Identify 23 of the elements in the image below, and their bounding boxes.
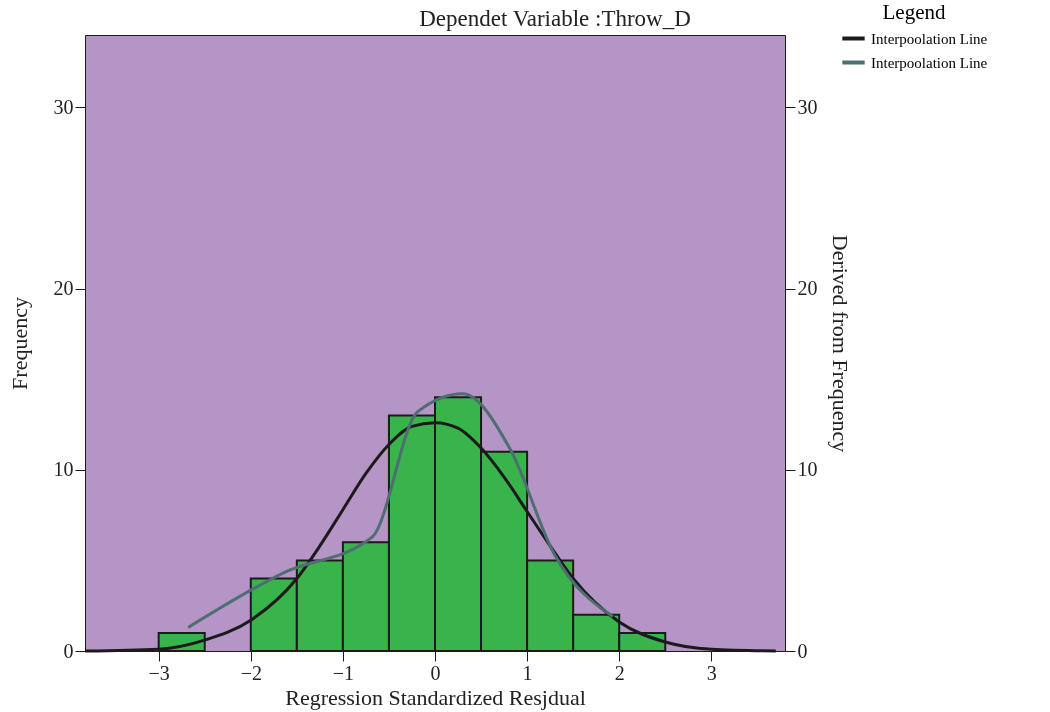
y2-tick-label: 30 (797, 95, 818, 118)
x-tick-label: −1 (332, 661, 355, 684)
y-tick-label: 10 (53, 458, 74, 481)
legend-label: Interpoolation Line (871, 30, 988, 47)
x-axis-title: Regression Standardized Resjdual (285, 684, 586, 710)
x-tick-label: 0 (430, 661, 441, 684)
y2-tick-label: 0 (797, 639, 808, 662)
x-tick-label: −3 (148, 661, 170, 684)
chart-title: Dependet Variable :Throw_D (419, 6, 691, 31)
y-tick-label: 30 (53, 95, 74, 118)
y2-axis-title: Derived from Frequency (827, 234, 853, 453)
legend-label: Interpoolation Line (871, 54, 988, 71)
y2-tick-label: 10 (797, 458, 818, 481)
y2-tick-label: 20 (797, 277, 818, 300)
x-tick-label: 2 (614, 661, 625, 684)
y-tick-label: 20 (53, 277, 74, 300)
x-tick-label: 3 (706, 661, 717, 684)
x-tick-label: 1 (522, 661, 533, 684)
y-axis-title: Frequency (6, 297, 32, 390)
x-tick-label: −2 (240, 661, 262, 684)
line-series (186, 392, 615, 629)
y-tick-label: 0 (63, 639, 74, 662)
legend-title: Legend (882, 0, 946, 24)
